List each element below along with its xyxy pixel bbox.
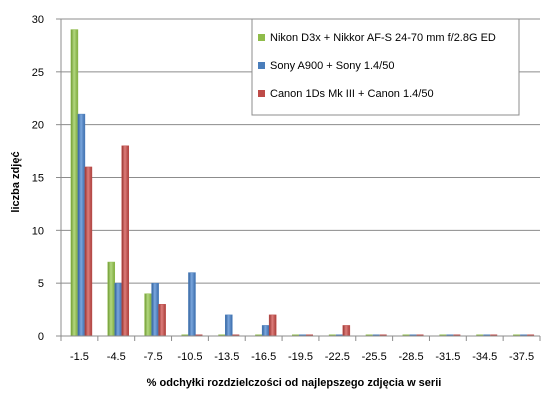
bar bbox=[181, 334, 189, 336]
bar bbox=[114, 282, 123, 337]
legend-entry: Canon 1Ds Mk III + Canon 1.4/50 bbox=[270, 88, 434, 100]
bar bbox=[306, 334, 313, 336]
bar bbox=[439, 334, 447, 336]
y-tick-label: 15 bbox=[32, 173, 44, 185]
bar bbox=[409, 334, 417, 336]
bar bbox=[268, 314, 277, 337]
bar bbox=[107, 261, 116, 337]
y-tick-label: 25 bbox=[32, 67, 44, 79]
y-tick-label: 10 bbox=[32, 225, 44, 237]
y-tick-labels: 0 5 10 15 20 25 30 bbox=[32, 14, 44, 343]
bar bbox=[292, 334, 299, 336]
bar bbox=[121, 145, 130, 337]
x-tick-label: -25.5 bbox=[362, 351, 387, 363]
legend-box bbox=[251, 18, 520, 116]
bar bbox=[84, 166, 93, 337]
bar bbox=[379, 334, 387, 336]
bar bbox=[77, 113, 86, 337]
bar bbox=[188, 272, 196, 337]
x-tick-label: -22.5 bbox=[325, 351, 350, 363]
bar bbox=[476, 334, 484, 336]
x-tick-label: -7.5 bbox=[144, 351, 163, 363]
axes bbox=[56, 18, 541, 341]
y-tick-label: 0 bbox=[38, 331, 44, 343]
y-tick-label: 30 bbox=[32, 14, 44, 26]
legend-entry: Sony A900 + Sony 1.4/50 bbox=[270, 60, 394, 72]
bar bbox=[225, 314, 233, 337]
bar bbox=[232, 334, 240, 336]
x-tick-label: -4.5 bbox=[107, 351, 126, 363]
x-tick-label: -31.5 bbox=[435, 351, 460, 363]
bar bbox=[416, 334, 424, 336]
bar bbox=[158, 304, 166, 337]
x-tick-label: -37.5 bbox=[509, 351, 534, 363]
bar bbox=[520, 334, 528, 336]
bar bbox=[299, 334, 306, 336]
bar bbox=[372, 334, 380, 336]
bar bbox=[446, 334, 454, 336]
x-tick-label: -28.5 bbox=[398, 351, 423, 363]
bar bbox=[365, 334, 373, 336]
bar bbox=[527, 334, 535, 336]
bar bbox=[255, 334, 263, 336]
x-tick-labels: -1.5 -4.5 -7.5 -10.5 -13.5 -16.5 -19.5 -22.5 -25… bbox=[70, 351, 534, 363]
bar bbox=[195, 334, 203, 336]
bar bbox=[328, 334, 336, 336]
bar bbox=[151, 282, 159, 337]
y-axis-title: liczba zdjęć bbox=[10, 151, 22, 212]
bar bbox=[402, 334, 410, 336]
legend-entry: Nikon D3x + Nikkor AF-S 24-70 mm f/2.8G … bbox=[270, 32, 496, 44]
x-tick-label: -13.5 bbox=[214, 351, 239, 363]
legend-swatch bbox=[258, 62, 265, 69]
bar bbox=[144, 293, 152, 337]
x-axis-title: % odchyłki rozdzielczości od najlepszego… bbox=[147, 377, 442, 389]
x-tick-label: -16.5 bbox=[251, 351, 276, 363]
x-tick-label: -10.5 bbox=[177, 351, 202, 363]
x-tick-label: -1.5 bbox=[70, 351, 89, 363]
bar bbox=[218, 334, 226, 336]
bar bbox=[335, 334, 343, 336]
legend: Nikon D3x + Nikkor AF-S 24-70 mm f/2.8G … bbox=[251, 18, 520, 116]
y-tick-label: 5 bbox=[38, 278, 44, 290]
x-tick-label: -19.5 bbox=[288, 351, 313, 363]
legend-swatch bbox=[258, 90, 265, 97]
x-tick-label: -34.5 bbox=[472, 351, 497, 363]
bar bbox=[453, 334, 461, 336]
bar bbox=[342, 325, 351, 337]
bar bbox=[70, 29, 79, 337]
bar bbox=[483, 334, 491, 336]
bar bbox=[490, 334, 498, 336]
bar bbox=[513, 334, 521, 336]
y-tick-label: 20 bbox=[32, 120, 44, 132]
legend-swatch bbox=[258, 34, 265, 41]
bars bbox=[70, 29, 535, 337]
bar bbox=[261, 325, 270, 337]
